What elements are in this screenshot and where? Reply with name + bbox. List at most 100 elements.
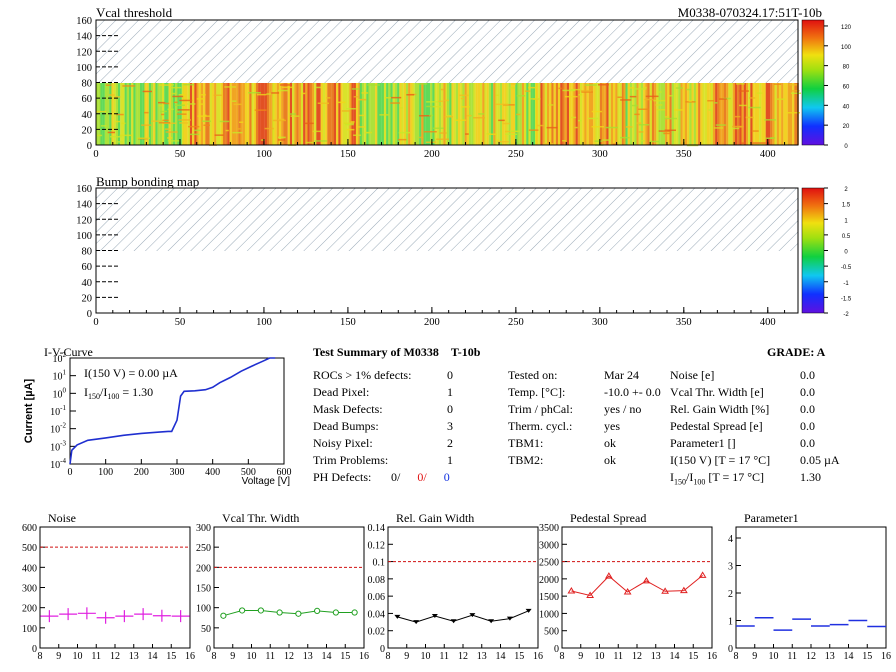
heatmap-texture bbox=[734, 115, 741, 118]
heatmap-texture bbox=[732, 127, 740, 130]
heatmap-texture bbox=[787, 112, 800, 114]
heatmap-texture bbox=[444, 99, 450, 102]
heatmap-texture bbox=[179, 99, 193, 102]
bump-map-title: Bump bonding map bbox=[96, 174, 199, 189]
heatmap-texture bbox=[429, 114, 434, 117]
heatmap-texture bbox=[516, 95, 526, 97]
vcal-y-tick-label: 0 bbox=[87, 141, 92, 152]
vcal-x-tick-label: 350 bbox=[676, 149, 692, 160]
heatmap-texture bbox=[213, 94, 222, 96]
heatmap-column bbox=[281, 83, 284, 145]
heatmap-column bbox=[680, 83, 683, 145]
heatmap-column bbox=[209, 83, 212, 145]
heatmap-column bbox=[175, 83, 178, 145]
result-value: 0.0 bbox=[800, 436, 815, 450]
heatmap-texture bbox=[115, 120, 120, 123]
mini-x-tick-label: 8 bbox=[560, 651, 565, 662]
heatmap-column bbox=[619, 83, 622, 145]
heatmap-column bbox=[200, 83, 204, 145]
heatmap-column bbox=[427, 83, 431, 145]
result-label: Rel. Gain Width [%] bbox=[670, 402, 770, 416]
heatmap-texture bbox=[764, 119, 776, 121]
heatmap-texture bbox=[261, 139, 265, 141]
iv-x-tick-label: 0 bbox=[68, 467, 73, 478]
heatmap-texture bbox=[181, 103, 186, 105]
heatmap-column bbox=[730, 83, 733, 145]
heatmap-texture bbox=[379, 114, 389, 116]
iv-curve-panel: I-V-Curve Current [µA] Voltage [V] I(150… bbox=[23, 345, 292, 487]
heatmap-column bbox=[142, 83, 145, 145]
heatmap-column bbox=[488, 83, 492, 145]
heatmap-column bbox=[591, 83, 594, 145]
mini-point bbox=[488, 619, 495, 624]
heatmap-column bbox=[458, 83, 461, 145]
bump-y-tick-label: 60 bbox=[82, 262, 93, 273]
heatmap-column bbox=[436, 83, 439, 145]
defect-label: ROCs > 1% defects: bbox=[313, 368, 412, 382]
heatmap-texture bbox=[461, 106, 470, 108]
heatmap-column bbox=[473, 83, 476, 145]
vcal-y-tick-label: 160 bbox=[76, 16, 92, 27]
bump-y-tick-label: 120 bbox=[76, 215, 92, 226]
condition-value: ok bbox=[604, 436, 616, 450]
mini-plot-title: Noise bbox=[48, 511, 76, 525]
heatmap-column bbox=[269, 83, 272, 145]
heatmap-column bbox=[342, 83, 345, 145]
heatmap-column bbox=[336, 83, 339, 145]
mini-point bbox=[642, 576, 651, 584]
heatmap-texture bbox=[620, 99, 632, 101]
heatmap-texture bbox=[738, 126, 742, 128]
mini-y-tick-label: 100 bbox=[196, 604, 211, 615]
bump-colorbar-tick-label: 0.5 bbox=[842, 234, 851, 240]
defect-value: 1 bbox=[447, 385, 453, 399]
heatmap-column bbox=[129, 83, 132, 145]
heatmap-column bbox=[571, 83, 574, 145]
heatmap-texture bbox=[256, 93, 267, 96]
heatmap-column bbox=[761, 83, 764, 145]
mini-plot-title: Pedestal Spread bbox=[570, 511, 646, 525]
heatmap-texture bbox=[432, 105, 442, 108]
heatmap-texture bbox=[237, 128, 242, 130]
heatmap-column bbox=[625, 83, 628, 145]
heatmap-column bbox=[621, 83, 625, 145]
heatmap-column bbox=[441, 83, 444, 145]
heatmap-column bbox=[748, 83, 751, 145]
heatmap-texture bbox=[317, 102, 329, 104]
mini-x-tick-label: 9 bbox=[752, 651, 757, 662]
heatmap-column bbox=[754, 83, 757, 145]
heatmap-texture bbox=[194, 129, 201, 132]
heatmap-column bbox=[403, 83, 406, 145]
heatmap-column bbox=[434, 83, 437, 145]
heatmap-column bbox=[274, 83, 277, 145]
heatmap-texture bbox=[636, 122, 642, 124]
result-value: 0.05 µA bbox=[800, 453, 840, 467]
heatmap-texture bbox=[398, 131, 411, 134]
mini-point bbox=[295, 610, 302, 617]
heatmap-column bbox=[504, 83, 507, 145]
heatmap-column bbox=[610, 83, 614, 145]
heatmap-texture bbox=[502, 122, 510, 125]
heatmap-texture bbox=[562, 140, 567, 142]
heatmap-column bbox=[665, 83, 668, 145]
heatmap-column bbox=[307, 83, 310, 145]
heatmap-column bbox=[311, 83, 315, 145]
heatmap-texture bbox=[341, 110, 350, 112]
heatmap-texture bbox=[543, 143, 554, 145]
heatmap-column bbox=[715, 83, 718, 145]
heatmap-texture bbox=[351, 88, 360, 90]
heatmap-texture bbox=[558, 87, 562, 90]
heatmap-column bbox=[225, 83, 228, 145]
summary-conditions-column: Tested on: Mar 24 Temp. [°C]: -10.0 +- 0.0 T… bbox=[508, 367, 668, 469]
summary-heading: Test Summary of M0338 T-10b bbox=[313, 345, 481, 359]
heatmap-column bbox=[287, 83, 290, 145]
heatmap-column bbox=[194, 83, 197, 145]
iv-y-tick-label: 10-4 bbox=[50, 457, 66, 471]
heatmap-texture bbox=[745, 116, 755, 119]
heatmap-texture bbox=[176, 110, 180, 112]
heatmap-column bbox=[789, 83, 793, 145]
heatmap-column bbox=[712, 83, 716, 145]
mini-x-tick-label: 11 bbox=[265, 651, 275, 662]
vcal-x-tick-label: 100 bbox=[256, 149, 272, 160]
heatmap-texture bbox=[634, 113, 640, 116]
mini-point bbox=[506, 616, 513, 621]
